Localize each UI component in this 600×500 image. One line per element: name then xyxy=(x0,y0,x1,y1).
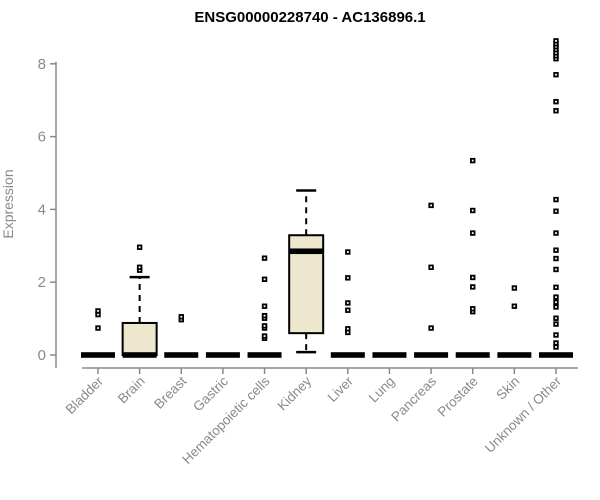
outlier-point-center xyxy=(555,39,557,42)
outlier-point-center xyxy=(555,249,557,252)
outlier-point-center xyxy=(555,210,557,213)
outlier-point-center xyxy=(555,257,557,260)
outlier-point-center xyxy=(346,331,349,334)
median-line xyxy=(455,352,490,358)
outlier-point-center xyxy=(430,266,432,269)
outlier-point-center xyxy=(97,310,99,312)
x-tick-label: Brain xyxy=(115,374,148,407)
outlier-point-center xyxy=(138,246,141,249)
outlier-point-center xyxy=(471,232,474,234)
outlier-point-center xyxy=(555,334,557,336)
outlier-point-center xyxy=(555,42,557,45)
outlier-point-center xyxy=(346,251,349,253)
box xyxy=(121,321,158,356)
outlier-point-center xyxy=(555,268,557,271)
x-tick-label: Gastric xyxy=(190,373,231,414)
y-tick-label: 0 xyxy=(38,347,46,364)
outlier-point-center xyxy=(138,266,141,269)
outlier-point-center xyxy=(346,327,349,330)
y-axis-label: Expression xyxy=(0,169,16,239)
outlier-point-center xyxy=(430,204,432,207)
outlier-point-center xyxy=(555,342,557,344)
outlier-point-center xyxy=(555,100,557,103)
outlier-point-center xyxy=(555,54,557,57)
median-line xyxy=(122,352,157,358)
median-line xyxy=(538,352,573,358)
y-tick-label: 4 xyxy=(38,201,46,218)
median-line xyxy=(205,352,240,358)
outlier-point-center xyxy=(138,269,141,272)
outlier-point-center xyxy=(555,48,557,51)
outlier-point-center xyxy=(555,286,557,289)
outlier-point-center xyxy=(555,57,557,60)
outlier-point-center xyxy=(471,286,474,288)
outlier-point-center xyxy=(471,310,474,313)
outlier-point-center xyxy=(555,301,557,304)
median-line xyxy=(81,352,115,358)
outlier-point-center xyxy=(555,296,557,299)
outlier-point-center xyxy=(346,302,349,304)
outlier-point-center xyxy=(555,346,557,348)
x-tick-label: Kidney xyxy=(275,373,315,413)
outlier-point-center xyxy=(555,232,557,234)
outlier-point-center xyxy=(263,314,266,317)
outlier-point-center xyxy=(346,309,349,312)
outlier-point-center xyxy=(180,315,183,318)
median-line xyxy=(414,352,449,358)
outlier-point-center xyxy=(346,276,349,279)
y-tick-label: 2 xyxy=(38,274,46,291)
x-tick-label: Liver xyxy=(325,373,357,405)
y-tick-label: 8 xyxy=(38,56,46,73)
outlier-point-center xyxy=(263,335,266,337)
chart-title: ENSG00000228740 - AC136896.1 xyxy=(194,9,426,26)
outlier-point-center xyxy=(430,327,432,329)
outlier-point-center xyxy=(471,307,474,310)
median-line xyxy=(372,352,407,358)
outlier-point-center xyxy=(555,109,557,112)
x-tick-label: Prostate xyxy=(435,374,481,420)
outlier-point-center xyxy=(263,305,266,308)
median-line xyxy=(247,352,282,358)
x-tick-label: Bladder xyxy=(63,373,107,417)
outlier-point-center xyxy=(555,317,557,320)
median-line xyxy=(330,352,365,358)
outlier-point-center xyxy=(263,278,266,281)
outlier-point-center xyxy=(555,323,557,325)
median-line xyxy=(164,352,199,358)
outlier-point-center xyxy=(97,327,99,329)
outlier-point-center xyxy=(263,324,266,327)
outlier-point-center xyxy=(555,73,557,76)
median-line xyxy=(289,248,324,255)
outlier-point-center xyxy=(97,313,99,316)
outlier-point-center xyxy=(513,305,516,308)
median-line xyxy=(497,352,532,358)
outlier-point-center xyxy=(263,257,266,260)
x-tick-label: Unknown / Other xyxy=(482,373,565,456)
x-tick-label: Pancreas xyxy=(388,373,439,424)
x-tick-label: Skin xyxy=(493,374,522,403)
y-tick-label: 6 xyxy=(38,129,46,146)
x-tick-label: Breast xyxy=(151,373,189,411)
outlier-point-center xyxy=(555,45,557,48)
outlier-point-center xyxy=(555,306,557,308)
outlier-point-center xyxy=(555,51,557,54)
outlier-point-center xyxy=(471,209,474,212)
outlier-point-center xyxy=(555,198,557,201)
x-tick-label: Lung xyxy=(366,374,398,406)
outlier-point-center xyxy=(471,276,474,279)
outlier-point-center xyxy=(513,287,516,289)
outlier-point-center xyxy=(471,159,474,162)
outlier-point-center xyxy=(180,318,183,321)
